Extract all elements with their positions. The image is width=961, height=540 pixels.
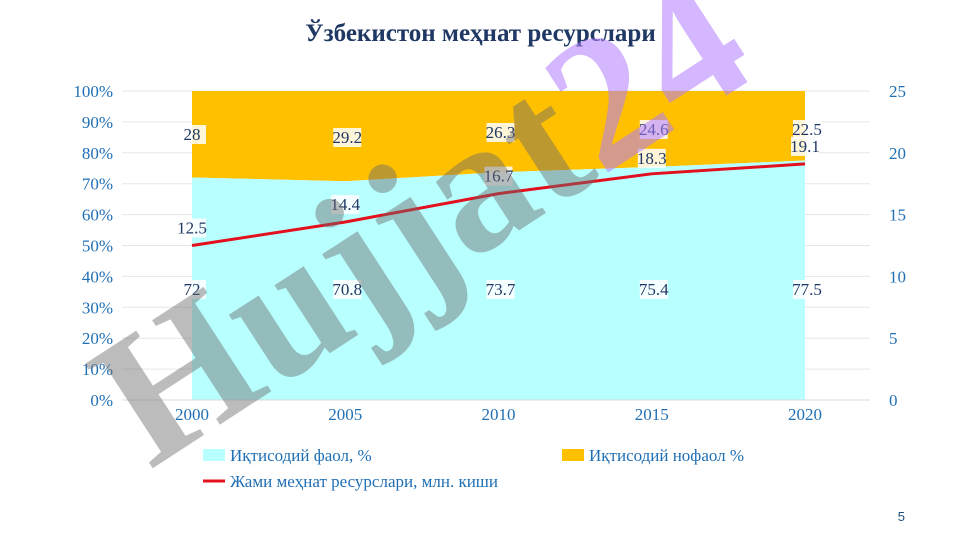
series-line-total [191, 162, 806, 247]
data-label-inactive-bg [178, 125, 206, 144]
data-label-inactive-bg [639, 120, 668, 139]
legend-swatch [562, 449, 584, 461]
left-axis-tick-label: 90% [82, 113, 113, 132]
legend-label: Иқтисодий фаол, % [230, 446, 372, 465]
left-axis-tick-label: 50% [82, 237, 113, 256]
left-axis-tick-label: 10% [82, 360, 113, 379]
data-label-inactive: 29.2 [332, 128, 362, 147]
right-axis-tick-label: 25 [889, 82, 906, 101]
data-label-inactive: 22.5 [792, 120, 822, 139]
legend-label: Иқтисодий нофаол % [589, 446, 744, 465]
data-label-total-bg [331, 195, 360, 215]
data-label-active-bg [639, 280, 668, 299]
data-label-inactive: 28 [184, 125, 201, 144]
data-label-total: 18.3 [637, 149, 667, 168]
left-axis-tick-label: 60% [82, 206, 113, 225]
right-axis-tick-label: 20 [889, 144, 906, 163]
right-axis-tick-label: 5 [889, 329, 898, 348]
data-label-active: 75.4 [639, 280, 669, 299]
data-label-active: 70.8 [332, 280, 362, 299]
chart-title: Ўзбекистон меҳнат ресурслари [305, 20, 656, 47]
right-axis-tick-label: 15 [889, 206, 906, 225]
x-axis-tick-label: 2000 [175, 405, 209, 424]
data-label-total-bg [484, 166, 513, 186]
data-label-active-bg [793, 280, 821, 299]
data-label-total: 16.7 [484, 167, 514, 186]
data-label-inactive: 24.6 [639, 120, 669, 139]
data-label-inactive-bg [486, 123, 515, 142]
legend-label: Жами меҳнат ресурслари, млн. киши [230, 472, 498, 491]
data-label-inactive-bg [333, 128, 362, 147]
right-axis-tick-label: 0 [889, 391, 898, 410]
data-label-total-bg [791, 136, 819, 156]
left-axis-tick-label: 0% [90, 391, 113, 410]
data-label-inactive-bg [793, 120, 821, 139]
x-axis-tick-label: 2015 [635, 405, 669, 424]
data-label-active: 72 [184, 280, 201, 299]
x-axis-tick-label: 2010 [482, 405, 516, 424]
left-axis-tick-label: 70% [82, 175, 113, 194]
data-label-total: 19.1 [790, 137, 820, 156]
data-label-active-bg [333, 280, 362, 299]
left-axis-tick-label: 100% [73, 82, 113, 101]
page-number: 5 [897, 509, 905, 524]
right-axis-tick-label: 10 [889, 267, 906, 286]
data-label-active: 73.7 [486, 280, 516, 299]
left-axis-tick-label: 20% [82, 329, 113, 348]
left-axis-tick-label: 80% [82, 144, 113, 163]
data-label-total: 14.4 [330, 195, 360, 214]
left-axis-tick-label: 30% [82, 298, 113, 317]
data-label-active: 77.5 [792, 280, 822, 299]
legend-swatch [203, 449, 225, 461]
data-label-total-bg [637, 148, 666, 168]
left-axis-tick-label: 40% [82, 267, 113, 286]
x-axis-tick-label: 2005 [328, 405, 362, 424]
data-label-inactive: 26.3 [486, 123, 516, 142]
data-label-total: 12.5 [177, 219, 207, 238]
data-label-active-bg [178, 280, 206, 299]
data-label-active-bg [486, 280, 515, 299]
x-axis-tick-label: 2020 [788, 405, 822, 424]
data-label-total-bg [178, 218, 206, 238]
